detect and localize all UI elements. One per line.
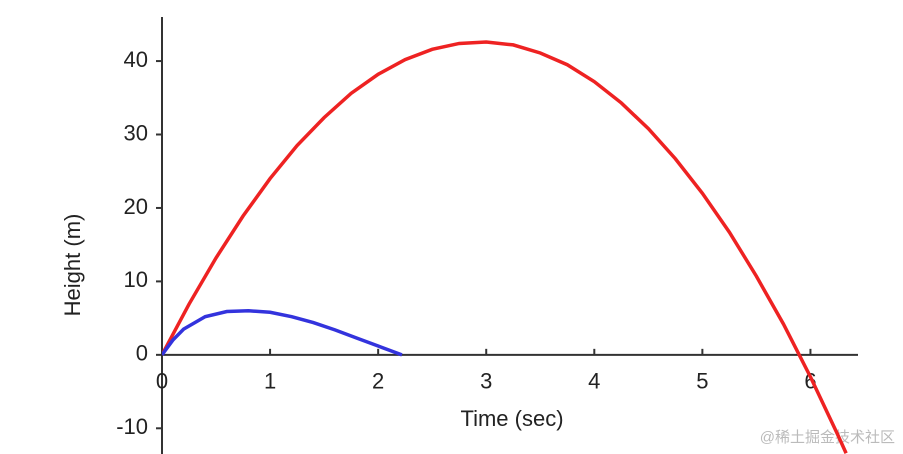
x-tick-label: 4 — [588, 369, 600, 394]
x-tick-label: 1 — [264, 369, 276, 394]
series-line — [162, 40, 848, 454]
y-tick-label: 20 — [124, 194, 148, 219]
x-tick-label: 3 — [480, 369, 492, 394]
x-tick-label: 0 — [156, 369, 168, 394]
x-tick-label: 2 — [372, 369, 384, 394]
watermark: @稀土掘金技术社区 — [760, 429, 895, 446]
y-tick-label: 30 — [124, 120, 148, 145]
y-tick-label: -10 — [116, 414, 148, 439]
x-axis-label: Time (sec) — [460, 406, 563, 431]
y-tick-label: 10 — [124, 267, 148, 292]
y-axis-label: Height (m) — [60, 214, 85, 317]
y-tick-label: 0 — [136, 341, 148, 366]
x-tick-label: 5 — [696, 369, 708, 394]
series-line — [162, 309, 403, 357]
y-tick-label: 40 — [124, 47, 148, 72]
